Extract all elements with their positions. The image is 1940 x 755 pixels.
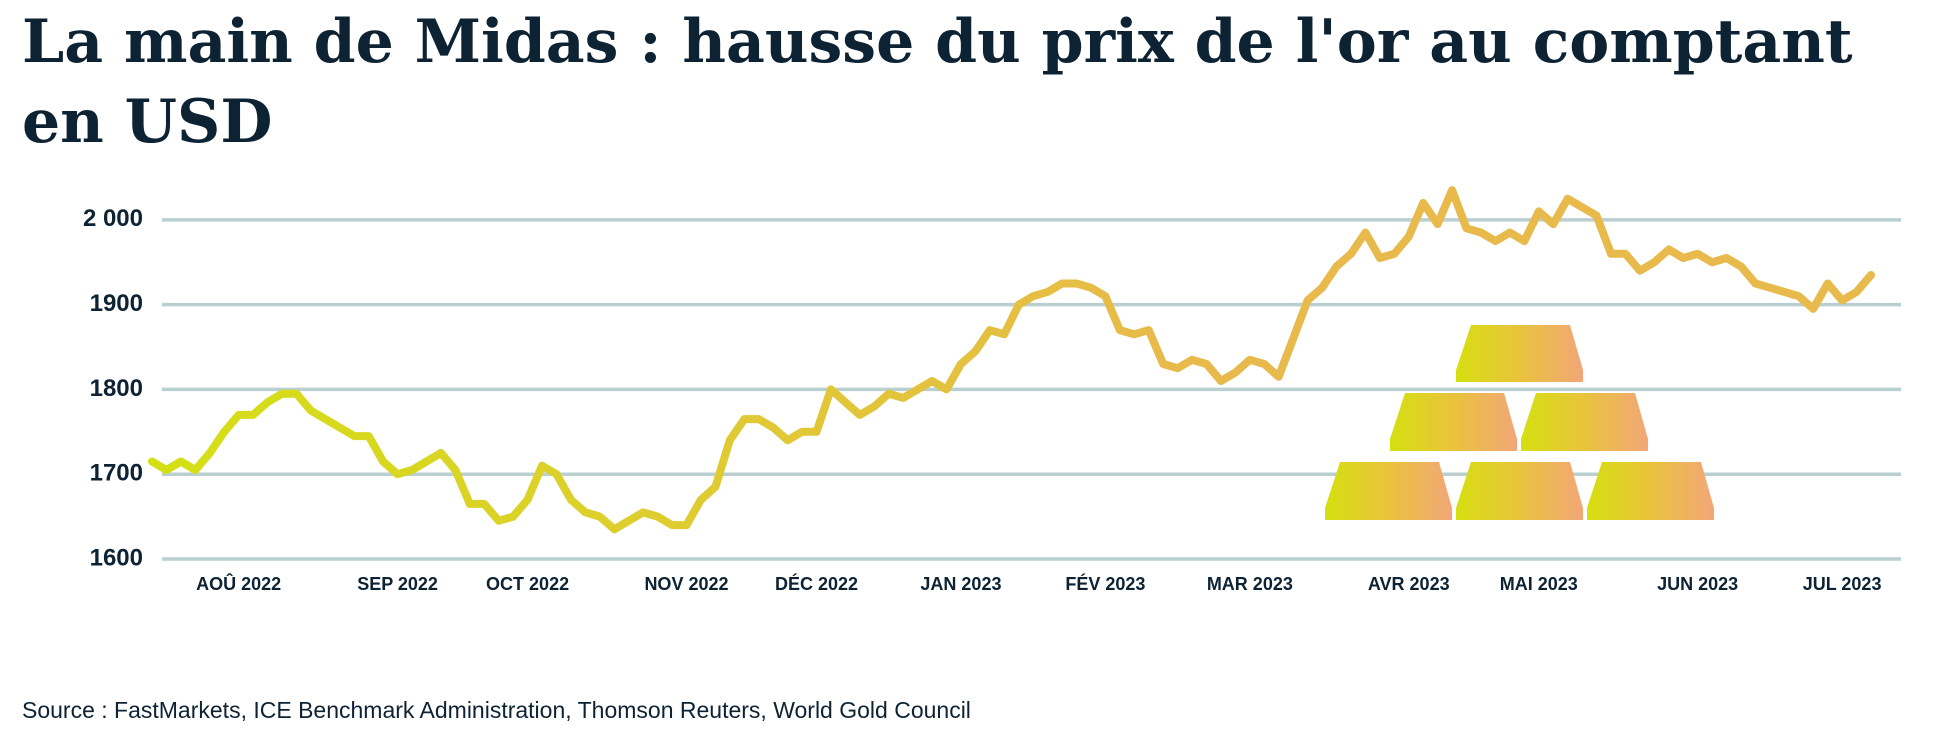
y-tick-label: 1600 [90,544,143,571]
grid [148,186,1901,561]
chart-title: en USD [22,87,272,157]
gold-bar [1390,393,1517,451]
x-tick-label: DÉC 2022 [775,573,858,594]
x-tick-label: MAR 2023 [1207,574,1293,594]
gold-bar [1456,325,1583,382]
x-tick-label: OCT 2022 [486,574,569,594]
x-tick-label: AOÛ 2022 [196,573,281,594]
y-tick-label: 1700 [90,460,143,487]
chart-title: La main de Midas : hausse du prix de l'o… [22,7,1853,77]
x-tick-label: JUL 2023 [1803,574,1882,594]
x-tick-label: AVR 2023 [1368,574,1450,594]
y-tick-label: 2 000 [83,205,143,232]
y-tick-label: 1800 [90,375,143,402]
source-note: Source : FastMarkets, ICE Benchmark Admi… [22,697,971,723]
y-tick-label: 1900 [90,290,143,317]
gold-bar [1521,393,1648,451]
gold-bar [1587,462,1714,520]
x-tick-label: NOV 2022 [644,574,728,594]
price-line [148,186,1875,534]
x-tick-label: JUN 2023 [1657,574,1738,594]
x-tick-label: JAN 2023 [920,574,1001,594]
gold-bar [1456,462,1583,520]
x-tick-label: FÉV 2023 [1065,573,1145,594]
x-tick-label: MAI 2023 [1500,574,1578,594]
gold-bar [1325,462,1452,520]
gold-bars [1325,325,1714,520]
x-tick-label: SEP 2022 [357,574,438,594]
